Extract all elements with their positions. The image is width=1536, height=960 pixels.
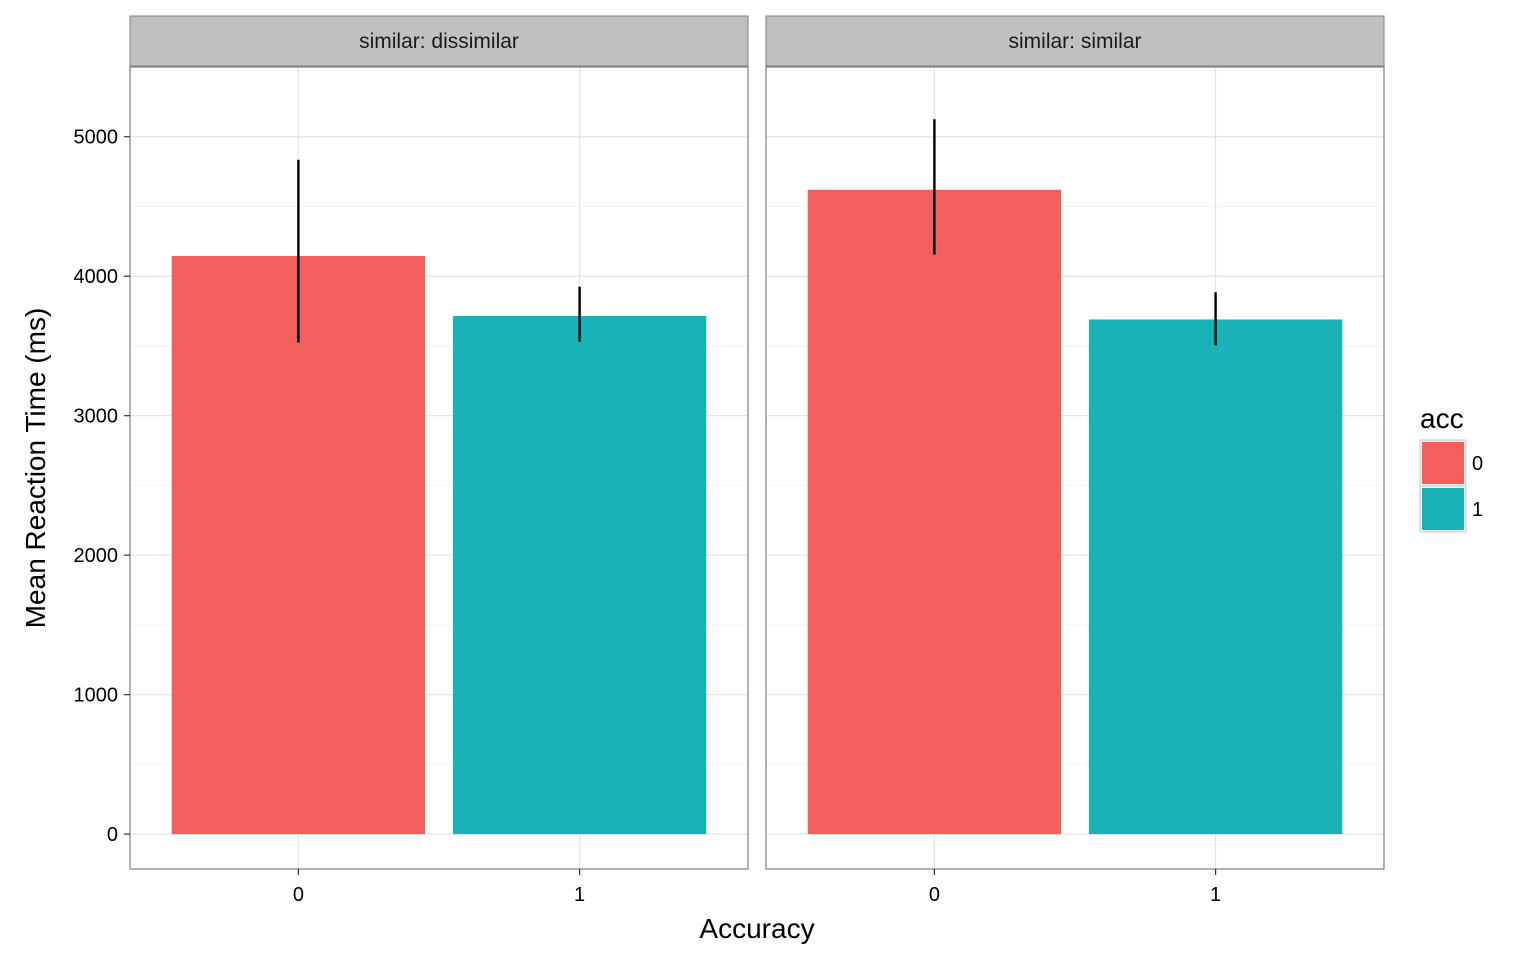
facet-panels: similar: dissimilar 0 1 similar: similar 0 1: [129, 15, 1385, 906]
facet-panel: similar: similar 0 1: [765, 15, 1385, 906]
y-tick-label: 2000: [74, 545, 119, 567]
y-tick-label: 0: [107, 824, 118, 846]
facet-strip-label: similar: similar: [1009, 30, 1142, 53]
legend-label: 0: [1472, 453, 1483, 475]
y-tick-label: 5000: [74, 127, 119, 149]
x-tick-label: 0: [929, 884, 940, 906]
y-axis-title: Mean Reaction Time (ms): [20, 308, 51, 629]
legend-key-swatch: [1422, 488, 1464, 530]
bar: [171, 255, 426, 835]
legend-label: 1: [1472, 499, 1483, 521]
y-tick-label: 4000: [74, 266, 119, 288]
legend-key-swatch: [1422, 442, 1464, 484]
bar: [1088, 319, 1343, 835]
bar: [452, 315, 707, 835]
bar: [807, 189, 1062, 835]
y-tick-label: 1000: [74, 685, 119, 707]
x-tick-label: 0: [293, 884, 304, 906]
facet-panel: similar: dissimilar 0 1: [129, 15, 749, 906]
panel-border: [765, 66, 1385, 870]
facet-strip: [129, 15, 749, 67]
facet-strip: [765, 15, 1385, 67]
facet-strip-label: similar: dissimilar: [359, 30, 519, 53]
legend: acc 0 1: [1419, 403, 1483, 533]
x-tick-label: 1: [1210, 884, 1221, 906]
y-tick-label: 3000: [74, 406, 119, 428]
x-tick-label: 1: [574, 884, 585, 906]
panel-border: [129, 66, 749, 870]
x-axis-title: Accuracy: [699, 913, 814, 944]
y-axis: 0 1000 2000 3000 4000 5000: [74, 127, 130, 846]
legend-title: acc: [1420, 403, 1464, 434]
